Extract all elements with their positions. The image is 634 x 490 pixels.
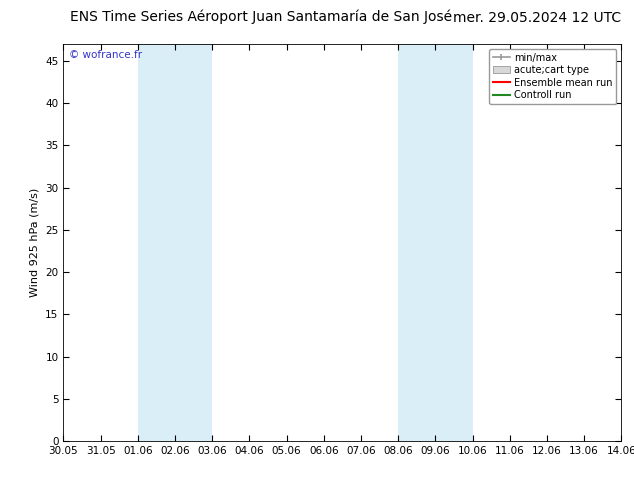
Text: ENS Time Series Aéroport Juan Santamaría de San José: ENS Time Series Aéroport Juan Santamaría… (70, 10, 452, 24)
Legend: min/max, acute;cart type, Ensemble mean run, Controll run: min/max, acute;cart type, Ensemble mean … (489, 49, 616, 104)
Text: mer. 29.05.2024 12 UTC: mer. 29.05.2024 12 UTC (453, 10, 621, 24)
Bar (398, 44, 472, 441)
Bar (138, 44, 212, 441)
Text: © wofrance.fr: © wofrance.fr (69, 50, 142, 60)
Y-axis label: Wind 925 hPa (m/s): Wind 925 hPa (m/s) (30, 188, 40, 297)
